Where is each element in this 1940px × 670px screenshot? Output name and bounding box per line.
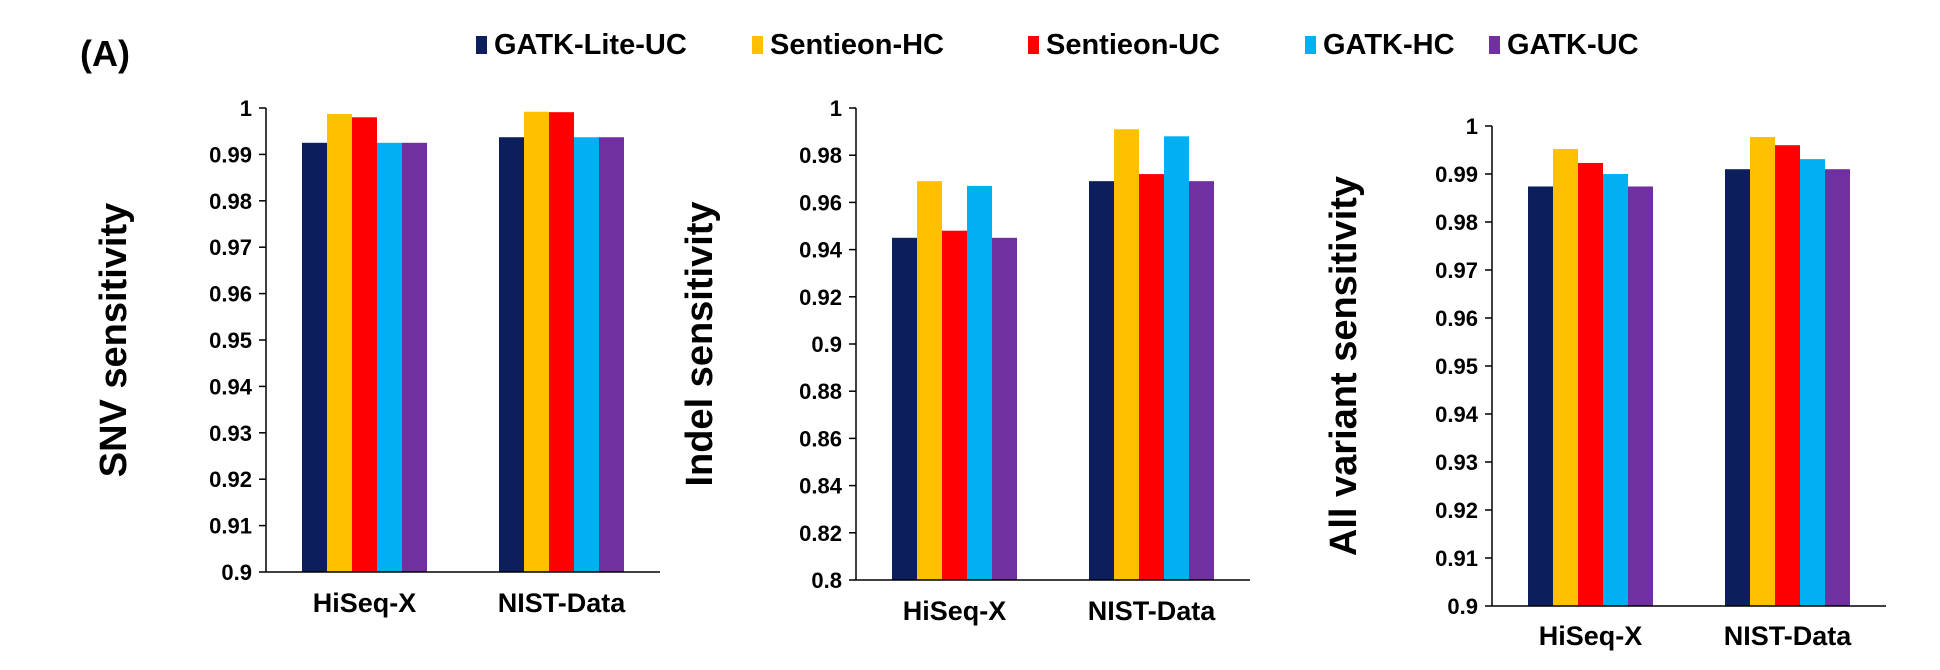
legend-label: GATK-Lite-UC bbox=[494, 29, 687, 61]
legend-item-sentieon-hc: Sentieon-HC bbox=[752, 29, 944, 61]
bar-gatk-uc-hiseq-x bbox=[992, 237, 1017, 581]
bar-sentieon-hc-nist-data bbox=[1114, 129, 1139, 581]
legend-label: GATK-UC bbox=[1507, 29, 1639, 61]
bar-gatk-uc-hiseq-x bbox=[1628, 186, 1653, 607]
y-tick-label: 0.95 bbox=[1435, 354, 1478, 379]
bar-sentieon-hc-nist-data bbox=[1750, 137, 1775, 607]
chart-1: SNV sensitivity HiSeq-X NIST-Data 0.9 0.91 0.… bbox=[93, 96, 660, 618]
y-tick-label: 0.92 bbox=[799, 285, 842, 310]
bar-sentieon-hc-hiseq-x bbox=[1553, 149, 1578, 607]
y-tick-label: 0.88 bbox=[799, 379, 842, 404]
bar-gatk-hc-nist-data bbox=[1800, 159, 1825, 606]
bar-gatk-lite-uc-hiseq-x bbox=[892, 237, 917, 581]
chart-2: Indel sensitivity HiSeq-X NIST-Data 0.8 0.82… bbox=[679, 96, 1250, 626]
chart-3: All variant sensitivity HiSeq-X NIST-Data 0… bbox=[1323, 114, 1886, 651]
bar-gatk-lite-uc-hiseq-x bbox=[302, 142, 327, 573]
y-tick-label: 0.99 bbox=[1435, 162, 1478, 187]
bar-gatk-lite-uc-nist-data bbox=[1725, 169, 1750, 606]
y-tick-label: 0.8 bbox=[811, 568, 842, 593]
legend-label: Sentieon-UC bbox=[1046, 29, 1220, 61]
y-tick-label: 1 bbox=[240, 96, 252, 121]
y-tick-label: 0.96 bbox=[1435, 306, 1478, 331]
y-tick-label: 0.82 bbox=[799, 521, 842, 546]
bar-gatk-uc-nist-data bbox=[1189, 181, 1214, 580]
y-tick-label: 0.95 bbox=[209, 328, 252, 353]
bar-sentieon-hc-hiseq-x bbox=[327, 114, 352, 572]
bar-gatk-hc-nist-data bbox=[574, 137, 599, 573]
x-tick-label: NIST-Data bbox=[1088, 596, 1217, 626]
y-axis-title: Indel sensitivity bbox=[679, 201, 721, 486]
legend-label: GATK-HC bbox=[1323, 29, 1455, 61]
bar-gatk-uc-nist-data bbox=[1825, 169, 1850, 606]
legend-item-gatk-uc: GATK-UC bbox=[1489, 29, 1639, 61]
y-tick-label: 0.92 bbox=[209, 467, 252, 492]
legend-item-gatk-hc: GATK-HC bbox=[1305, 29, 1455, 61]
y-tick-label: 0.96 bbox=[799, 190, 842, 215]
legend-swatch-sentieon-hc bbox=[752, 36, 763, 54]
y-tick-label: 0.99 bbox=[209, 142, 252, 167]
bar-gatk-lite-uc-hiseq-x bbox=[1528, 186, 1553, 607]
x-tick-label: HiSeq-X bbox=[1539, 621, 1643, 651]
y-tick-label: 0.98 bbox=[799, 143, 842, 168]
bar-sentieon-hc-hiseq-x bbox=[917, 181, 942, 580]
bar-gatk-hc-nist-data bbox=[1164, 136, 1189, 580]
bar-gatk-hc-hiseq-x bbox=[1603, 174, 1628, 606]
legend-swatch-sentieon-uc bbox=[1028, 36, 1039, 54]
legend-swatch-gatk-uc bbox=[1489, 36, 1500, 54]
y-tick-label: 0.98 bbox=[209, 189, 252, 214]
y-tick-label: 0.94 bbox=[1435, 402, 1479, 427]
y-tick-label: 0.92 bbox=[1435, 498, 1478, 523]
bar-sentieon-uc-nist-data bbox=[549, 112, 574, 573]
panel-label: (A) bbox=[80, 33, 130, 74]
y-tick-label: 0.93 bbox=[1435, 450, 1478, 475]
y-tick-label: 0.84 bbox=[799, 474, 843, 499]
legend: GATK-Lite-UC Sentieon-HC Sentieon-UC GATK-H… bbox=[476, 29, 1639, 61]
bar-sentieon-hc-nist-data bbox=[524, 111, 549, 573]
bar-gatk-hc-hiseq-x bbox=[377, 142, 402, 573]
y-axis-title: SNV sensitivity bbox=[93, 203, 135, 478]
y-tick-label: 0.9 bbox=[221, 560, 252, 585]
legend-label: Sentieon-HC bbox=[770, 29, 944, 61]
legend-swatch-gatk-lite-uc bbox=[476, 36, 487, 54]
bar-sentieon-uc-hiseq-x bbox=[352, 117, 377, 572]
y-tick-label: 0.97 bbox=[1435, 258, 1478, 283]
y-tick-label: 0.94 bbox=[209, 374, 253, 399]
bar-sentieon-uc-nist-data bbox=[1139, 174, 1164, 580]
legend-swatch-gatk-hc bbox=[1305, 36, 1316, 54]
bar-sentieon-uc-nist-data bbox=[1775, 145, 1800, 606]
y-tick-label: 0.97 bbox=[209, 235, 252, 260]
y-tick-label: 0.91 bbox=[1435, 546, 1478, 571]
y-tick-label: 0.98 bbox=[1435, 210, 1478, 235]
bar-sentieon-uc-hiseq-x bbox=[942, 230, 967, 580]
x-tick-label: HiSeq-X bbox=[903, 596, 1007, 626]
y-tick-label: 0.93 bbox=[209, 421, 252, 446]
y-tick-label: 1 bbox=[1466, 114, 1478, 139]
bar-gatk-lite-uc-nist-data bbox=[1089, 181, 1114, 580]
y-tick-label: 0.9 bbox=[811, 332, 842, 357]
legend-item-sentieon-uc: Sentieon-UC bbox=[1028, 29, 1220, 61]
y-tick-label: 1 bbox=[830, 96, 842, 121]
bar-gatk-uc-nist-data bbox=[599, 137, 624, 573]
bar-gatk-lite-uc-nist-data bbox=[499, 137, 524, 573]
x-tick-label: NIST-Data bbox=[498, 588, 627, 618]
y-tick-label: 0.9 bbox=[1447, 594, 1478, 619]
x-tick-label: NIST-Data bbox=[1724, 621, 1853, 651]
legend-item-gatk-lite-uc: GATK-Lite-UC bbox=[476, 29, 687, 61]
y-tick-label: 0.86 bbox=[799, 426, 842, 451]
y-axis-title: All variant sensitivity bbox=[1323, 176, 1365, 556]
bar-sentieon-uc-hiseq-x bbox=[1578, 162, 1603, 606]
y-tick-label: 0.94 bbox=[799, 238, 843, 263]
y-tick-label: 0.96 bbox=[209, 282, 252, 307]
bar-gatk-uc-hiseq-x bbox=[402, 142, 427, 573]
y-tick-label: 0.91 bbox=[209, 514, 252, 539]
bar-gatk-hc-hiseq-x bbox=[967, 185, 992, 580]
x-tick-label: HiSeq-X bbox=[313, 588, 417, 618]
